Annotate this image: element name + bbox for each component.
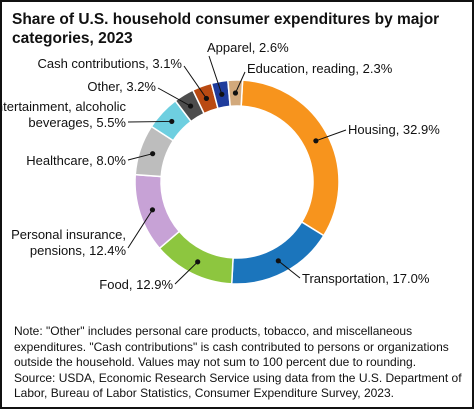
leader-dot-transportation [275,258,281,264]
leaders-layer [127,55,347,285]
leader-line-cash-contributions [183,65,207,99]
leader-line-food [174,261,199,285]
slice-label-apparel: Apparel, 2.6% [207,40,289,55]
leader-dot-healthcare [150,151,156,157]
leader-line-personal-insurance [127,209,153,249]
slice-label-personal-insurance: Personal insurance, pensions, 12.4% [11,227,126,258]
leader-dot-personal-insurance [149,207,156,213]
leader-dot-other [187,103,194,109]
leader-dot-education-reading [232,90,239,96]
notes-block: Note: "Other" includes personal care pro… [14,324,462,402]
donut-chart: Housing, 32.9% Transportation, 17.0% Food,… [2,40,440,292]
labels-layer: Housing, 32.9% Transportation, 17.0% Food,… [2,40,440,292]
leader-line-transportation [278,260,301,279]
leader-line-entertainment [127,120,172,123]
leader-line-apparel [208,55,223,95]
leader-dot-apparel [219,91,225,97]
slice-personal-insurance [134,173,181,250]
chart-source: Source: USDA, Economic Research Service … [14,370,462,401]
slice-label-cash-contributions: Cash contributions, 3.1% [37,56,182,71]
slice-label-transportation: Transportation, 17.0% [302,271,430,286]
slice-label-other: Other, 3.2% [87,79,156,94]
slice-label-food: Food, 12.9% [99,277,173,292]
leader-line-housing [315,129,347,142]
slice-housing [240,79,340,237]
slice-label-education-reading: Education, reading, 2.3% [247,61,393,76]
chart-title: Share of U.S. household consumer expendi… [12,11,440,47]
leader-line-other [157,87,191,107]
leader-dot-food [195,259,201,265]
slices-layer [134,79,340,285]
slice-label-healthcare: Healthcare, 8.0% [26,153,126,168]
leader-line-education-reading [235,71,246,94]
chart-note: Note: "Other" includes personal care pro… [14,324,449,369]
slice-label-housing: Housing, 32.9% [348,122,440,137]
leader-dot-housing [313,138,319,144]
leader-line-healthcare [127,153,153,161]
leader-dot-entertainment [169,118,175,125]
leader-dot-cash-contributions [203,95,210,102]
